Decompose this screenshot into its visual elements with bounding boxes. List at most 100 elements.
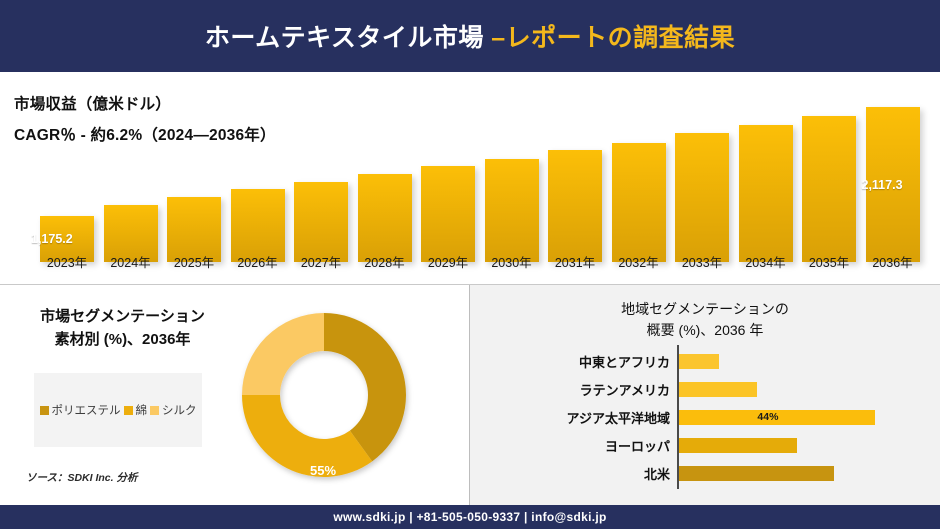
revenue-x-tick-label: 2036年 [872, 256, 913, 270]
revenue-x-tick-label: 2028年 [364, 256, 405, 270]
revenue-bar-shape [548, 150, 602, 262]
regional-bar-row: 中東とアフリカ [470, 347, 940, 375]
material-title-line2: 素材別 (%)、2036年 [54, 331, 191, 349]
revenue-x-tick-label: 2030年 [491, 256, 532, 270]
material-segmentation-title: 市場セグメンテーション 素材別 (%)、2036年 [10, 305, 235, 352]
revenue-bar-shape: 2,117.3 [862, 107, 920, 262]
legend-item: ポリエステル [39, 402, 121, 418]
revenue-bar-shape [421, 166, 475, 262]
material-legend-row: ポリエステル 綿 シルク [39, 402, 197, 418]
revenue-chart-heading: 市場収益（億米ドル） CAGR％ - 約6.2%（2024―2036年） [14, 92, 276, 145]
revenue-bar-value-first: 1,175.2 [31, 232, 73, 246]
revenue-bar-shape [294, 182, 348, 262]
legend-swatch-icon [150, 405, 159, 415]
legend-label: シルク [162, 405, 197, 417]
page-footer: www.sdki.jp | +81-505-050-9337 | info@sd… [0, 505, 940, 529]
legend-label: ポリエステル [51, 405, 121, 417]
donut-slice [324, 313, 406, 462]
revenue-bar [167, 90, 221, 262]
regional-title-line2: 概要 (%)、2036 年 [646, 322, 764, 338]
revenue-bar [611, 90, 666, 262]
legend-label: 綿 [135, 405, 148, 417]
revenue-chart-section: 市場収益（億米ドル） CAGR％ - 約6.2%（2024―2036年） 1,1… [0, 72, 940, 284]
donut-svg [242, 313, 406, 477]
revenue-heading-line1: 市場収益（億米ドル） [14, 96, 172, 113]
legend-item: シルク [150, 402, 197, 418]
regional-bar-shape [679, 353, 719, 369]
revenue-bar [738, 90, 793, 262]
page-title-main: ホームテキスタイル市場 [204, 24, 492, 52]
revenue-x-tick-label: 2031年 [554, 256, 596, 270]
material-legend: ポリエステル 綿 シルク [34, 373, 202, 447]
source-note: ソース：SDKI Inc. 分析 [26, 472, 138, 484]
material-title-line1: 市場セグメンテーション [40, 308, 205, 325]
regional-bar-label: アジア太平洋地域 [566, 410, 670, 426]
legend-item: 綿 [123, 402, 148, 418]
regional-bar-row: ヨーロッパ [470, 431, 940, 459]
regional-bar-label: ラテンアメリカ [579, 382, 670, 398]
regional-bar-label: ヨーロッパ [604, 438, 670, 454]
regional-bar-row: アジア太平洋地域 44% [470, 403, 940, 431]
revenue-bar [421, 90, 475, 262]
page-header: ホームテキスタイル市場 –レポートの調査結果 [0, 0, 940, 72]
revenue-x-axis-labels: 2023年 2024年 2025年 2026年 2027年 2028年 2029年 2030年… [14, 252, 926, 274]
legend-swatch-icon [123, 405, 133, 415]
revenue-bar [802, 90, 856, 262]
revenue-bar-shape [103, 205, 158, 262]
revenue-bar [548, 90, 602, 262]
regional-bar-shape [679, 437, 797, 453]
revenue-bar-shape [357, 174, 412, 262]
regional-bar-label: 北米 [643, 466, 670, 482]
regional-bar-row: 北米 [470, 459, 940, 487]
regional-bar-shape [679, 409, 875, 425]
revenue-x-tick-label: 2032年 [618, 256, 659, 270]
revenue-bar-shape [802, 116, 856, 262]
revenue-bar-shape [230, 189, 285, 262]
regional-bar-value: 44% [757, 411, 779, 423]
bottom-panels: 市場セグメンテーション 素材別 (%)、2036年 ポリエステル 綿 シルク ソース… [0, 284, 940, 506]
revenue-bar: 1,175.2 [31, 90, 94, 262]
regional-title-line1: 地域セグメンテーションの [621, 301, 789, 317]
revenue-bar-shape [167, 197, 221, 262]
regional-bar-label: 中東とアフリカ [578, 354, 670, 370]
revenue-heading-line2: CAGR％ - 約6.2%（2024―2036年） [14, 127, 276, 144]
revenue-bar [294, 90, 348, 262]
regional-bar-shape [679, 381, 757, 397]
revenue-bar [675, 90, 729, 262]
revenue-bar-value-last: 2,117.3 [861, 177, 903, 192]
revenue-x-tick-label: 2034年 [745, 256, 786, 270]
revenue-bar-shape [611, 143, 666, 262]
revenue-bar-shape: 1,175.2 [31, 216, 94, 262]
revenue-x-tick-label: 2027年 [300, 256, 342, 270]
regional-segmentation-title: 地域セグメンテーションの 概要 (%)、2036 年 [470, 299, 940, 341]
revenue-x-tick-label: 2024年 [110, 256, 151, 270]
regional-bar-row: ラテンアメリカ [470, 375, 940, 403]
footer-contact-text: www.sdki.jp | +81-505-050-9337 | info@sd… [333, 510, 607, 524]
regional-bar-shape [679, 465, 834, 481]
revenue-x-tick-label: 2025年 [173, 256, 215, 270]
legend-swatch-icon [39, 405, 49, 415]
page-title: ホームテキスタイル市場 –レポートの調査結果 [205, 18, 735, 54]
revenue-x-tick-label: 2033年 [681, 256, 723, 270]
revenue-bars-container: 1,175.2 2,117.3 [14, 90, 926, 262]
page-title-accent: –レポートの調査結果 [491, 24, 736, 52]
revenue-bar-shape [484, 159, 539, 262]
revenue-bar-shape [738, 125, 793, 262]
revenue-bar: 2,117.3 [862, 90, 920, 262]
revenue-bar [484, 90, 539, 262]
regional-segmentation-panel: 地域セグメンテーションの 概要 (%)、2036 年 中東とアフリカ ラテンアメリ… [470, 285, 940, 506]
revenue-bar-shape [675, 133, 729, 262]
revenue-x-tick-label: 2029年 [427, 256, 469, 270]
revenue-x-tick-label: 2035年 [808, 256, 850, 270]
revenue-x-tick-label: 2026年 [237, 256, 278, 270]
material-segmentation-panel: 市場セグメンテーション 素材別 (%)、2036年 ポリエステル 綿 シルク ソース… [0, 285, 470, 506]
revenue-bar [357, 90, 412, 262]
donut-slice [242, 313, 324, 395]
material-donut-chart: 55% [224, 295, 424, 495]
donut-slice [242, 395, 373, 477]
revenue-bar [230, 90, 285, 262]
regional-y-axis-line [677, 345, 679, 489]
regional-bars-container: 中東とアフリカ ラテンアメリカアジア太平洋地域 44% ヨーロッパ北米 [470, 345, 940, 493]
revenue-bar [103, 90, 158, 262]
donut-segments [242, 313, 406, 477]
